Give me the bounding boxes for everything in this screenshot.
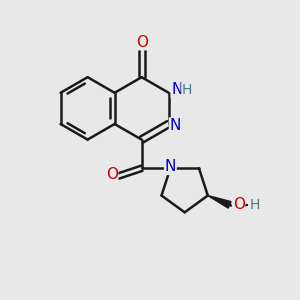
Text: H: H <box>250 198 260 212</box>
Polygon shape <box>208 196 231 208</box>
Text: O: O <box>136 35 148 50</box>
Text: N: N <box>169 118 181 133</box>
Text: O: O <box>106 167 118 182</box>
Text: H: H <box>182 83 192 97</box>
Text: N: N <box>171 82 183 97</box>
Text: O: O <box>232 197 244 212</box>
Text: N: N <box>165 159 176 174</box>
